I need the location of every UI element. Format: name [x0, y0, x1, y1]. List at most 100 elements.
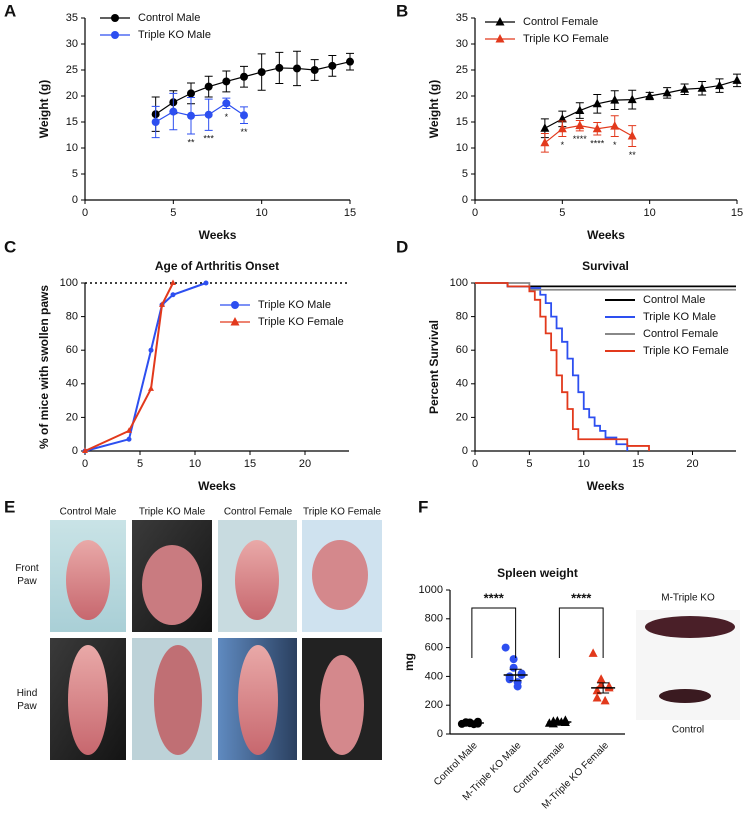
marker — [732, 75, 742, 84]
y-tick-label: 60 — [66, 344, 78, 356]
photo-row-label: Paw — [17, 701, 37, 712]
x-tick-label: 15 — [244, 458, 256, 470]
panel-label: D — [396, 237, 408, 256]
marker — [204, 110, 213, 119]
marker — [540, 123, 550, 132]
y-tick-label: 15 — [66, 116, 78, 128]
photo-column-label: Control Female — [224, 507, 293, 518]
marker — [505, 675, 514, 684]
y-axis-label: Percent Survival — [427, 320, 441, 414]
marker — [645, 91, 655, 100]
y-tick-label: 600 — [425, 642, 443, 654]
y-tick-label: 200 — [425, 699, 443, 711]
marker — [159, 301, 165, 307]
marker — [627, 131, 637, 140]
y-tick-label: 80 — [456, 311, 468, 323]
y-tick-label: 40 — [66, 378, 78, 390]
marker — [662, 87, 672, 97]
marker — [126, 436, 132, 442]
sem-bar — [509, 668, 522, 682]
y-tick-label: 800 — [425, 613, 443, 625]
photo — [235, 540, 279, 620]
legend-label: Triple KO Female — [643, 345, 729, 357]
photo — [312, 540, 368, 610]
spleen — [659, 689, 711, 703]
significance-label: ** — [629, 150, 637, 160]
y-tick-label: 5 — [462, 168, 468, 180]
series-line — [155, 61, 351, 115]
legend-label: Control Male — [643, 294, 705, 306]
legend-marker — [231, 301, 239, 309]
legend-label: Triple KO Female — [258, 316, 344, 328]
legend-label: Triple KO Female — [523, 33, 609, 45]
marker — [715, 80, 725, 90]
series-line — [544, 125, 633, 144]
y-tick-label: 60 — [456, 344, 468, 356]
legend-marker — [111, 14, 119, 22]
marker — [509, 663, 518, 672]
chart-title: Spleen weight — [497, 566, 578, 580]
marker — [222, 99, 231, 108]
legend-marker — [495, 17, 505, 26]
y-tick-label: 80 — [66, 311, 78, 323]
legend-label: Triple KO Male — [258, 299, 331, 311]
y-tick-label: 35 — [456, 12, 468, 24]
y-tick-label: 20 — [456, 90, 468, 102]
x-tick-label: 15 — [344, 207, 356, 219]
marker — [501, 643, 510, 652]
marker — [187, 89, 195, 98]
x-tick-label: 10 — [189, 458, 201, 470]
y-tick-label: 20 — [66, 90, 78, 102]
y-axis-label: Weight (g) — [37, 80, 51, 138]
significance-label: *** — [203, 134, 214, 144]
y-tick-label: 30 — [456, 38, 468, 50]
significance-label: * — [561, 140, 565, 150]
y-tick-label: 25 — [66, 64, 78, 76]
marker — [596, 674, 606, 683]
panel-label: B — [396, 1, 408, 20]
chart-title: Age of Arthritis Onset — [155, 259, 279, 273]
photo-row-label: Front — [15, 563, 39, 574]
significance-label: **** — [484, 590, 505, 605]
x-tick-label: 0 — [82, 207, 88, 219]
marker — [203, 280, 209, 286]
chart-title: Survival — [582, 259, 629, 273]
marker — [540, 137, 550, 147]
marker — [610, 121, 620, 130]
marker — [346, 57, 354, 66]
spleen-label: M-Triple KO — [661, 593, 715, 604]
significance-label: * — [613, 140, 617, 150]
marker — [592, 98, 602, 108]
marker — [592, 685, 602, 695]
x-axis-label: Weeks — [199, 228, 237, 242]
x-tick-label: 10 — [578, 458, 590, 470]
panel-label: C — [4, 237, 16, 256]
marker — [557, 113, 567, 123]
photo — [142, 545, 202, 625]
series-line — [155, 102, 245, 123]
legend-label: Triple KO Male — [138, 29, 211, 41]
marker — [82, 447, 88, 453]
marker — [240, 72, 248, 81]
y-tick-label: 30 — [66, 38, 78, 50]
legend-marker — [111, 31, 119, 39]
y-tick-label: 25 — [456, 64, 468, 76]
sem-bar — [553, 721, 566, 723]
marker — [575, 120, 585, 130]
marker — [697, 83, 707, 92]
y-tick-label: 0 — [462, 445, 468, 457]
y-tick-label: 20 — [66, 411, 78, 423]
significance-label: * — [225, 112, 229, 122]
y-tick-label: 400 — [425, 670, 443, 682]
y-tick-label: 1000 — [419, 584, 443, 596]
y-tick-label: 20 — [456, 411, 468, 423]
marker — [592, 123, 602, 133]
x-tick-label: 5 — [526, 458, 532, 470]
marker — [222, 77, 231, 86]
x-tick-label: 5 — [170, 207, 176, 219]
survival-curve — [475, 282, 629, 451]
significance-label: ** — [187, 137, 195, 147]
marker — [680, 84, 690, 93]
legend-label: Control Male — [138, 12, 200, 24]
legend-label: Control Female — [523, 16, 598, 28]
